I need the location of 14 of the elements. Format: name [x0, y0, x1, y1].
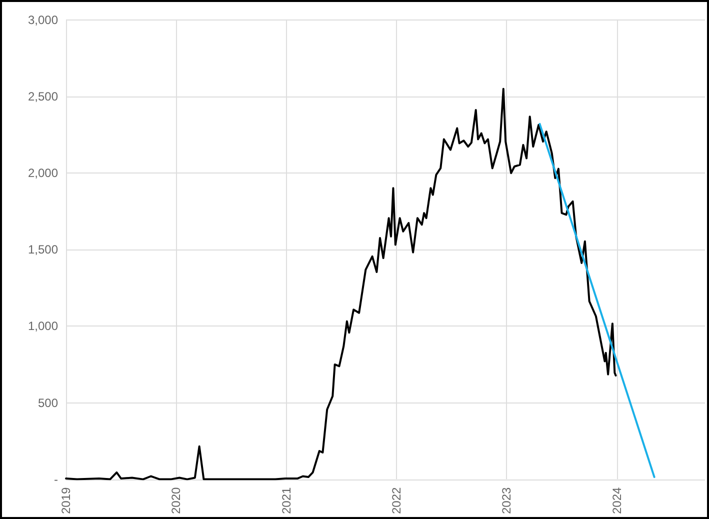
x-tick-label: 2023: [500, 486, 514, 514]
x-tick-label: 2021: [279, 486, 294, 514]
y-tick-label: -: [54, 472, 58, 486]
line-series: [65, 88, 617, 480]
x-tick-label: 2024: [610, 486, 624, 514]
y-tick-label: 1,000: [28, 319, 58, 334]
y-tick-label: 2,500: [28, 90, 58, 104]
y-tick-label: 3,000: [28, 13, 58, 27]
x-tick-label: 2022: [390, 486, 404, 514]
y-tick-label: 500: [38, 396, 58, 410]
x-tick-label: 2019: [59, 486, 73, 514]
y-tick-label: 2,000: [28, 166, 58, 180]
y-tick-label: 1,500: [28, 242, 58, 257]
x-tick-label: 2020: [169, 486, 184, 514]
